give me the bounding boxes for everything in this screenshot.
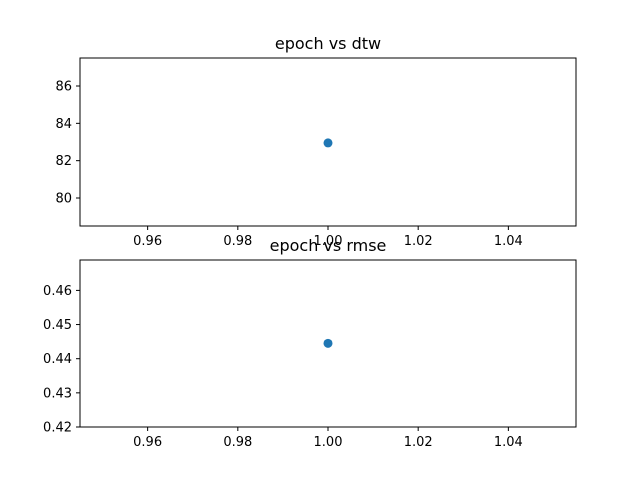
x-tick-label: 0.98 (223, 234, 252, 249)
x-tick-label: 1.00 (314, 435, 343, 450)
y-tick-label: 84 (55, 117, 72, 132)
x-tick-label: 0.98 (223, 435, 252, 450)
y-tick-label: 82 (55, 154, 72, 169)
chart-title: epoch vs dtw (275, 34, 381, 53)
y-axis: 80 82 84 86 (55, 80, 80, 207)
chart-epoch-vs-dtw: epoch vs dtw 0.96 0.98 1.00 1.02 1.04 80 82 84… (55, 34, 577, 249)
y-tick-label: 0.42 (43, 421, 72, 436)
x-tick-label: 1.04 (494, 435, 523, 450)
y-tick-label: 0.45 (43, 318, 72, 333)
x-tick-label: 1.00 (314, 234, 343, 249)
x-axis: 0.96 0.98 1.00 1.02 1.04 (133, 226, 523, 249)
data-points (323, 138, 333, 148)
y-tick-label: 80 (55, 192, 72, 207)
data-point (323, 338, 333, 348)
chart-title: epoch vs rmse (270, 236, 387, 255)
x-tick-label: 1.02 (404, 234, 433, 249)
data-points (323, 338, 333, 348)
chart-epoch-vs-rmse: epoch vs rmse 0.96 0.98 1.00 1.02 1.04 0.420… (43, 236, 577, 450)
y-tick-label: 0.44 (43, 352, 72, 367)
x-tick-label: 1.04 (494, 234, 523, 249)
y-axis: 0.42 0.43 0.44 0.45 0.46 (43, 284, 80, 436)
y-tick-label: 0.46 (43, 284, 72, 299)
x-tick-label: 0.96 (133, 435, 162, 450)
x-tick-label: 0.96 (133, 234, 162, 249)
y-tick-label: 86 (55, 80, 72, 95)
y-tick-label: 0.43 (43, 386, 72, 401)
x-tick-label: 1.02 (404, 435, 433, 450)
data-point (323, 138, 333, 148)
x-axis: 0.96 0.98 1.00 1.02 1.04 (133, 427, 523, 450)
